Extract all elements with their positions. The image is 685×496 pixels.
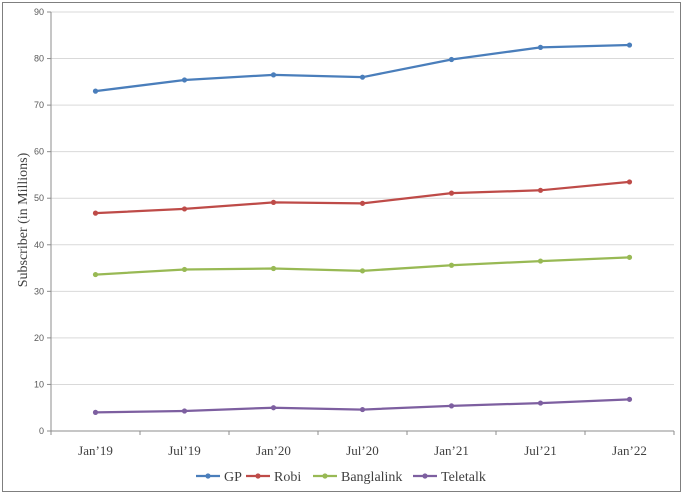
x-tick-label: Jul’20: [346, 443, 379, 458]
series-lines: [92, 42, 633, 415]
series-teletalk: [92, 396, 633, 415]
data-point: [537, 258, 544, 264]
y-tick-label: 70: [34, 100, 44, 110]
data-point: [537, 44, 544, 50]
legend: GP Robi Banglalink Teletalk: [196, 470, 486, 485]
series-gp: [92, 42, 633, 94]
data-point: [537, 187, 544, 193]
legend-item: Teletalk: [413, 470, 486, 485]
data-point: [626, 179, 633, 185]
y-tick-labels: 0 10 20 30 40 50 60 70 80 90: [34, 7, 44, 436]
data-point: [92, 409, 99, 415]
data-point: [181, 206, 188, 212]
chart-frame: [2, 2, 681, 492]
y-tick-label: 40: [34, 240, 44, 250]
y-tick-label: 30: [34, 286, 44, 296]
data-point: [626, 396, 633, 402]
legend-swatch-marker: [322, 473, 328, 479]
data-point: [92, 271, 99, 278]
y-tick-label: 10: [34, 379, 44, 389]
series-line: [95, 43, 630, 93]
data-point: [626, 42, 633, 48]
data-point: [359, 200, 366, 206]
legend-swatch-marker: [255, 473, 261, 479]
data-point: [448, 403, 455, 409]
data-point: [270, 265, 277, 272]
gridlines: [51, 11, 674, 385]
data-point: [181, 77, 188, 83]
data-point: [448, 56, 455, 63]
data-point: [181, 266, 188, 273]
data-point: [359, 74, 366, 80]
legend-item: Robi: [246, 470, 301, 485]
y-tick-label: 0: [39, 426, 44, 436]
data-point: [448, 190, 455, 196]
data-point: [359, 268, 366, 274]
y-tick-label: 90: [34, 7, 44, 17]
axes: [47, 11, 675, 435]
legend-item: Banglalink: [313, 470, 402, 485]
legend-label: Robi: [274, 470, 301, 485]
y-tick-label: 80: [34, 54, 44, 64]
x-tick-label: Jul’19: [168, 443, 201, 458]
x-tick-label: Jan’21: [434, 443, 469, 458]
data-point: [270, 405, 277, 411]
series-robi: [92, 179, 633, 216]
data-point: [92, 88, 99, 94]
legend-label: GP: [224, 470, 242, 485]
data-point: [359, 406, 366, 413]
data-point: [92, 210, 99, 216]
legend-label: Banglalink: [341, 470, 402, 485]
x-tick-label: Jan’22: [612, 443, 647, 458]
y-tick-label: 50: [34, 193, 44, 203]
data-point: [270, 199, 277, 206]
data-point: [270, 72, 277, 78]
legend-swatch-marker: [422, 473, 428, 479]
data-point: [626, 254, 633, 260]
y-tick-label: 60: [34, 147, 44, 157]
x-tick-label: Jul’21: [524, 443, 557, 458]
y-axis-label: Subscriber (in Millions): [16, 152, 31, 287]
series-banglalink: [92, 254, 633, 278]
y-tick-label: 20: [34, 333, 44, 343]
data-point: [537, 400, 544, 406]
legend-label: Teletalk: [441, 470, 486, 485]
data-point: [181, 408, 188, 414]
series-line: [95, 180, 630, 215]
x-tick-label: Jan’20: [256, 443, 291, 458]
x-tick-label: Jan’19: [78, 443, 113, 458]
legend-swatch-marker: [205, 473, 211, 479]
legend-item: GP: [196, 470, 242, 485]
data-point: [448, 262, 455, 268]
x-tick-labels: Jan’19 Jul’19 Jan’20 Jul’20 Jan’21 Jul’21 Jan’…: [78, 443, 647, 458]
